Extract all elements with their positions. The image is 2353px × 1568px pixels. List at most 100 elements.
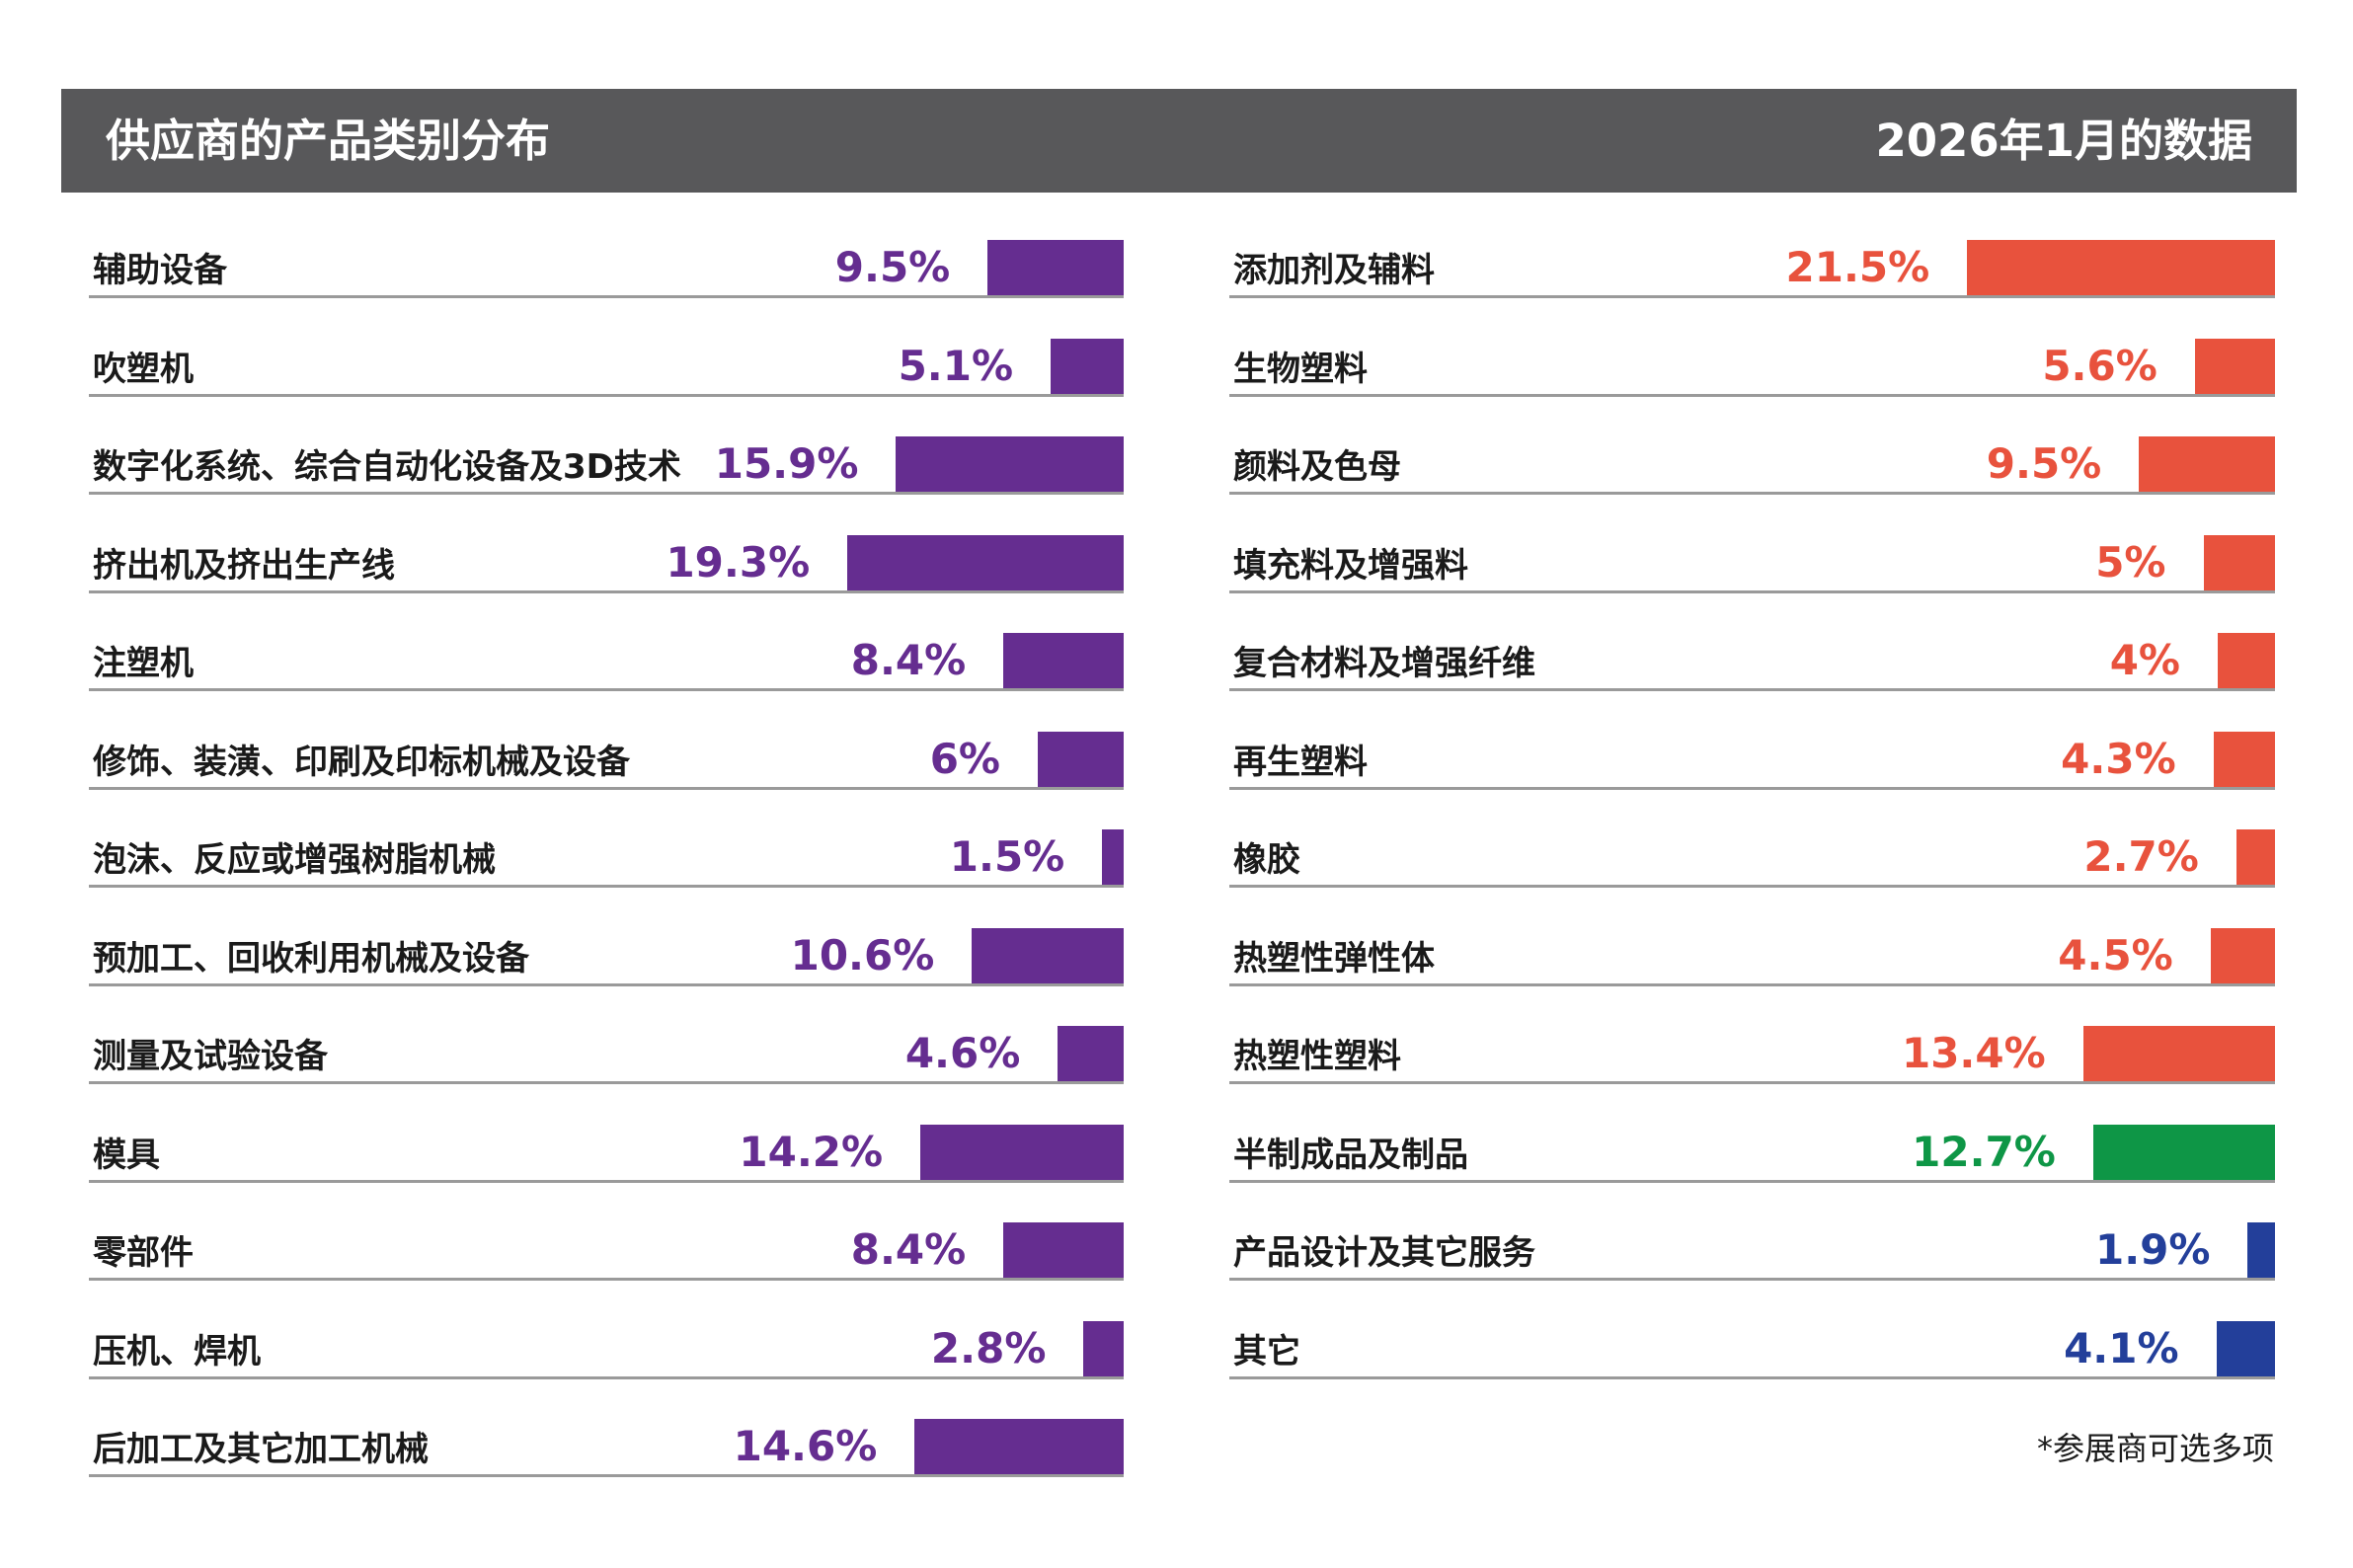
bar [914,1419,1124,1474]
bar [1967,240,2275,295]
bar-row: 压机、焊机 2.8% [89,1315,1124,1379]
bar [2082,1026,2275,1081]
bar [2139,436,2275,492]
category-label: 填充料及增强料 [1233,545,1468,586]
value-label: 19.3% [666,537,811,587]
value-label: 14.2% [739,1127,884,1176]
bar [2203,534,2275,590]
bar-row: 添加剂及辅料 21.5% [1229,234,2275,298]
bar-row: 橡胶 2.7% [1229,823,2275,888]
category-label: 再生塑料 [1233,742,1368,782]
value-label: 14.6% [733,1422,878,1470]
value-label: 1.5% [949,832,1065,881]
bar [2235,829,2275,885]
value-label: 9.5% [834,243,951,291]
bar [2092,1124,2275,1180]
bar [972,927,1124,983]
bar-row: 挤出机及挤出生产线 19.3% [89,529,1124,593]
bar [1051,338,1124,394]
bar [896,436,1124,492]
category-label: 后加工及其它加工机械 [93,1430,429,1469]
bar [1003,1222,1124,1278]
category-label: 颜料及色母 [1233,447,1401,487]
bar [920,1124,1124,1180]
chart-header: 供应商的产品类别分布 2026年1月的数据 [61,89,2297,193]
category-label: 辅助设备 [93,251,227,290]
bar [987,240,1124,295]
value-label: 21.5% [1785,243,1930,291]
value-label: 1.9% [2094,1225,2211,1274]
category-label: 产品设计及其它服务 [1233,1233,1535,1273]
category-label: 预加工、回收利用机械及设备 [93,938,529,979]
category-label: 修饰、装潢、印刷及印标机械及设备 [93,742,630,782]
category-label: 压机、焊机 [93,1331,261,1372]
category-label: 其它 [1233,1331,1300,1372]
category-label: 热塑性塑料 [1233,1037,1401,1076]
bar-row: 泡沫、反应或增强树脂机械 1.5% [89,823,1124,888]
bar [1058,1026,1124,1081]
value-label: 5.1% [898,341,1014,390]
bar [1003,633,1124,688]
category-label: 注塑机 [93,644,194,683]
category-label: 复合材料及增强纤维 [1233,644,1535,683]
bar-row: 再生塑料 4.3% [1229,726,2275,790]
bar-row: 热塑性弹性体 4.5% [1229,922,2275,986]
value-label: 10.6% [790,930,935,980]
value-label: 13.4% [1901,1029,2046,1077]
bar-row: 注塑机 8.4% [89,627,1124,691]
value-label: 4.3% [2061,734,2176,783]
bar [2194,338,2275,394]
value-label: 4.1% [2064,1323,2179,1372]
bar-row: 数字化系统、综合自动化设备及3D技术 15.9% [89,431,1124,495]
data-date: 2026年1月的数据 [1875,115,2252,167]
chart-title: 供应商的产品类别分布 [106,115,551,167]
value-label: 4.6% [904,1029,1021,1077]
bar-row: 生物塑料 5.6% [1229,333,2275,397]
category-label: 橡胶 [1233,840,1300,880]
category-label: 挤出机及挤出生产线 [93,545,395,586]
value-label: 6% [929,734,1000,783]
value-label: 4% [2109,636,2180,684]
value-label: 9.5% [1986,439,2102,488]
value-label: 2.8% [930,1323,1047,1372]
category-label: 测量及试验设备 [93,1037,328,1076]
value-label: 15.9% [714,439,859,488]
bar [2218,633,2275,688]
bar-row: 修饰、装潢、印刷及印标机械及设备 6% [89,726,1124,790]
category-label: 添加剂及辅料 [1233,251,1435,290]
value-label: 8.4% [850,636,967,684]
bar-row: 后加工及其它加工机械 14.6% [89,1413,1124,1477]
value-label: 5.6% [2042,341,2157,390]
bar-row: 测量及试验设备 4.6% [89,1020,1124,1084]
value-label: 5% [2095,537,2166,587]
category-label: 泡沫、反应或增强树脂机械 [93,840,496,880]
bar-row: 其它 4.1% [1229,1315,2275,1379]
category-label: 吹塑机 [93,349,194,389]
bar-row: 半制成品及制品 12.7% [1229,1119,2275,1183]
value-label: 8.4% [850,1225,967,1274]
category-label: 零部件 [93,1233,194,1273]
bar [2213,731,2275,787]
bar-row: 热塑性塑料 13.4% [1229,1020,2275,1084]
bar [2210,927,2275,983]
bar-row: 产品设计及其它服务 1.9% [1229,1216,2275,1281]
bar [1102,829,1124,885]
bar-row: 预加工、回收利用机械及设备 10.6% [89,922,1124,986]
bar [1083,1320,1124,1376]
bar-row: 复合材料及增强纤维 4% [1229,627,2275,691]
bar-row: 颜料及色母 9.5% [1229,431,2275,495]
category-label: 生物塑料 [1233,349,1368,389]
value-label: 4.5% [2058,930,2173,980]
category-label: 热塑性弹性体 [1233,938,1435,979]
bar-row: 模具 14.2% [89,1119,1124,1183]
category-label: 半制成品及制品 [1233,1135,1468,1175]
bar-row: 填充料及增强料 5% [1229,529,2275,593]
bar [2247,1222,2275,1278]
value-label: 12.7% [1912,1127,2056,1176]
category-label: 模具 [93,1135,160,1175]
bar-row: 吹塑机 5.1% [89,333,1124,397]
bar-row: 辅助设备 9.5% [89,234,1124,298]
bar [1038,731,1124,787]
bar [2216,1320,2275,1376]
bar-row: 零部件 8.4% [89,1216,1124,1281]
